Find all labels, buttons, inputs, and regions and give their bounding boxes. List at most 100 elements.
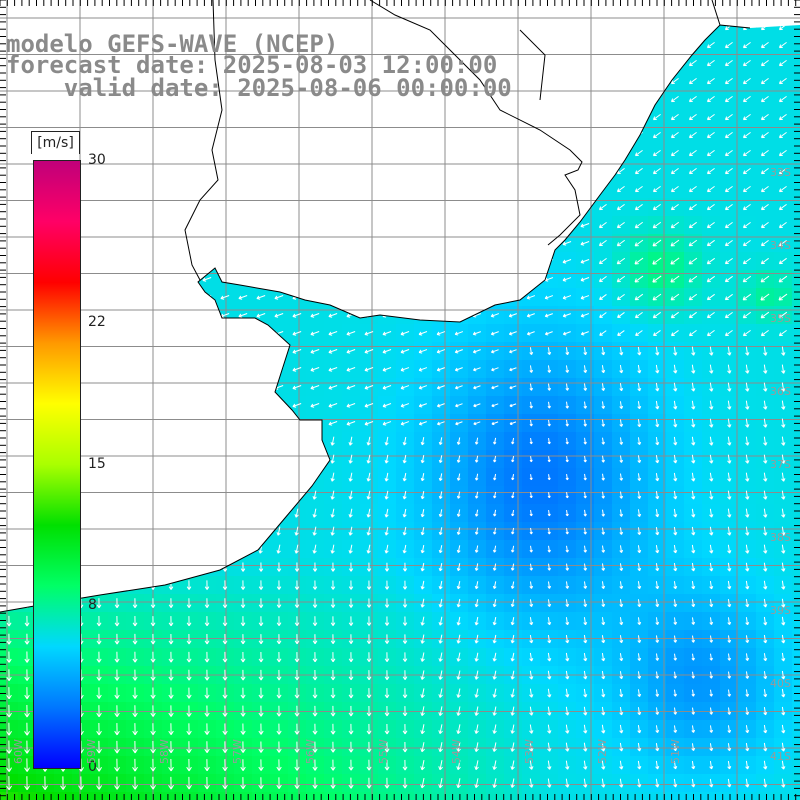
wind-arrow xyxy=(384,598,390,608)
wind-arrow xyxy=(130,421,140,426)
wind-arrow xyxy=(691,400,696,410)
wind-arrow xyxy=(24,740,30,754)
wind-arrow xyxy=(508,205,518,210)
border-line xyxy=(184,0,223,281)
wind-arrow xyxy=(186,580,192,590)
wind-arrow xyxy=(366,472,371,482)
wind-arrow xyxy=(709,544,714,554)
wind-arrow xyxy=(673,653,677,661)
wind-arrow xyxy=(418,277,428,282)
wind-arrow xyxy=(492,599,497,608)
wind-arrow xyxy=(238,421,248,426)
wind-arrow xyxy=(547,527,551,535)
wind-arrow xyxy=(58,115,68,120)
wind-arrow xyxy=(96,633,102,645)
wind-arrow xyxy=(456,437,461,445)
wind-arrow xyxy=(706,275,715,283)
wind-arrow xyxy=(418,223,428,228)
wind-arrow xyxy=(400,133,410,138)
wind-arrow xyxy=(310,277,320,282)
wind-arrow xyxy=(492,724,497,734)
wind-arrow xyxy=(222,580,228,590)
wind-arrow xyxy=(256,169,266,174)
wind-arrow xyxy=(529,492,533,499)
wind-arrow xyxy=(184,277,194,282)
wind-arrow xyxy=(547,419,551,427)
wind-arrow xyxy=(509,349,517,354)
wind-arrow xyxy=(402,490,407,500)
wind-arrow xyxy=(24,562,30,572)
wind-arrow xyxy=(402,526,407,536)
wind-arrow xyxy=(437,7,445,11)
wind-arrow xyxy=(724,77,733,85)
wind-arrow xyxy=(688,185,697,193)
wind-arrow xyxy=(132,651,138,663)
wind-arrow xyxy=(475,473,479,481)
wind-arrow xyxy=(382,223,392,228)
wind-arrow xyxy=(328,223,338,228)
wind-arrow xyxy=(493,491,497,499)
wind-arrow xyxy=(547,383,551,391)
wind-arrow xyxy=(258,741,264,753)
wind-arrow xyxy=(709,743,714,752)
wind-arrow xyxy=(96,740,102,754)
wind-arrow xyxy=(114,472,119,482)
wind-arrow xyxy=(330,652,336,663)
wind-arrow xyxy=(456,598,461,608)
wind-arrow xyxy=(238,205,248,210)
wind-arrow xyxy=(781,652,786,662)
wind-arrow xyxy=(583,563,588,571)
wind-arrow xyxy=(745,562,750,572)
wind-arrow xyxy=(436,331,446,336)
wind-arrow xyxy=(329,7,337,11)
wind-arrow xyxy=(781,454,786,464)
wind-arrow xyxy=(509,385,517,390)
wind-arrow xyxy=(781,508,786,518)
wind-arrow xyxy=(456,670,461,680)
wind-arrow xyxy=(544,25,554,30)
wind-arrow xyxy=(637,635,642,644)
longitude-label: 60W xyxy=(12,739,25,764)
wind-arrow xyxy=(709,635,714,643)
wind-arrow xyxy=(763,526,768,536)
wind-arrow xyxy=(547,347,552,356)
wind-arrow xyxy=(778,59,787,67)
wind-arrow xyxy=(436,277,446,282)
wind-arrow xyxy=(202,385,212,390)
wind-arrow xyxy=(580,331,589,336)
wind-arrow xyxy=(673,418,678,428)
wind-arrow xyxy=(258,651,264,663)
wind-arrow xyxy=(222,634,228,645)
wind-arrow xyxy=(204,687,210,699)
wind-arrow xyxy=(348,436,353,446)
wind-arrow xyxy=(420,491,425,500)
wind-arrow xyxy=(619,545,624,553)
wind-arrow xyxy=(742,239,751,247)
wind-arrow xyxy=(258,562,264,572)
wind-arrow xyxy=(204,759,210,772)
wind-arrow xyxy=(131,7,139,11)
wind-arrow xyxy=(438,437,443,446)
wind-arrow xyxy=(310,331,320,336)
wind-arrow xyxy=(240,580,246,590)
wind-arrow xyxy=(348,741,354,753)
wind-arrow xyxy=(456,545,461,553)
wind-arrow xyxy=(510,724,515,734)
wind-arrow xyxy=(4,421,14,426)
wind-arrow xyxy=(490,205,500,210)
wind-arrow xyxy=(601,473,605,481)
wind-arrow xyxy=(6,651,12,663)
wind-arrow xyxy=(292,367,302,372)
wind-arrow xyxy=(547,617,552,626)
wind-arrow xyxy=(673,671,677,679)
wind-arrow xyxy=(526,79,536,84)
wind-arrow xyxy=(184,295,194,300)
wind-arrow xyxy=(382,295,392,300)
wind-arrow xyxy=(634,167,643,175)
wind-arrow xyxy=(583,670,588,680)
wind-arrow xyxy=(760,149,769,157)
wind-arrow xyxy=(634,41,643,49)
wind-arrow xyxy=(168,687,174,699)
wind-arrow xyxy=(400,169,410,174)
wind-arrow xyxy=(474,616,479,626)
